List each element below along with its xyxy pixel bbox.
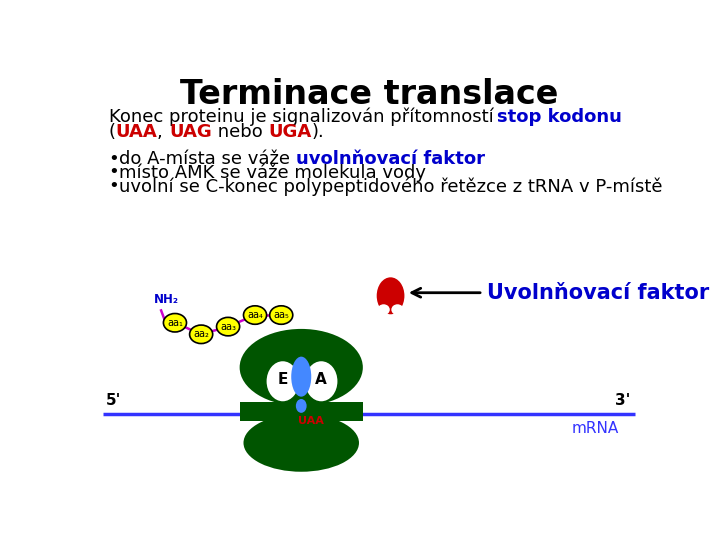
Ellipse shape	[240, 329, 363, 406]
FancyBboxPatch shape	[240, 402, 363, 421]
Text: uvolní se C-konec polypeptidového řetězce z tRNA v P-místě: uvolní se C-konec polypeptidového řetězc…	[119, 177, 662, 195]
Text: •: •	[109, 150, 120, 167]
Ellipse shape	[305, 361, 338, 401]
Ellipse shape	[296, 399, 307, 413]
Text: stop kodonu: stop kodonu	[497, 108, 621, 126]
Ellipse shape	[266, 361, 299, 401]
Text: (: (	[109, 123, 116, 141]
Ellipse shape	[217, 318, 240, 336]
Ellipse shape	[189, 325, 212, 343]
Text: aa₃: aa₃	[220, 322, 236, 332]
Ellipse shape	[163, 314, 186, 332]
Text: ).: ).	[312, 123, 324, 141]
Ellipse shape	[243, 414, 359, 472]
Text: UAG: UAG	[169, 123, 212, 141]
Ellipse shape	[291, 356, 311, 397]
Text: NH₂: NH₂	[153, 293, 179, 306]
Text: nebo: nebo	[212, 123, 269, 141]
Ellipse shape	[377, 278, 405, 314]
Text: aa₄: aa₄	[247, 310, 263, 320]
Text: ,: ,	[158, 123, 169, 141]
Text: Uvolnňovací faktor: Uvolnňovací faktor	[487, 283, 709, 303]
Text: UAA: UAA	[297, 416, 323, 426]
Text: 3': 3'	[616, 393, 631, 408]
Text: mRNA: mRNA	[572, 421, 619, 436]
Text: aa₅: aa₅	[274, 310, 289, 320]
Text: UGA: UGA	[269, 123, 312, 141]
Text: E: E	[278, 372, 288, 387]
Text: do A-místa se váže: do A-místa se váže	[119, 150, 295, 167]
Ellipse shape	[243, 306, 266, 325]
Text: Konec proteinu je signalizován přítomností: Konec proteinu je signalizován přítomnos…	[109, 108, 499, 126]
Ellipse shape	[392, 304, 404, 315]
Text: •: •	[109, 177, 120, 195]
Ellipse shape	[377, 304, 390, 315]
Text: Terminace translace: Terminace translace	[180, 78, 558, 111]
Text: aa₂: aa₂	[193, 329, 209, 339]
Text: místo AMK se váže molekula vody: místo AMK se váže molekula vody	[119, 164, 426, 182]
Text: UAA: UAA	[116, 123, 158, 141]
Text: •: •	[109, 164, 120, 181]
Ellipse shape	[270, 306, 293, 325]
Text: uvolnňovací faktor: uvolnňovací faktor	[295, 150, 485, 167]
Text: A: A	[315, 372, 327, 387]
Text: aa₁: aa₁	[167, 318, 183, 328]
Text: 5': 5'	[106, 393, 121, 408]
